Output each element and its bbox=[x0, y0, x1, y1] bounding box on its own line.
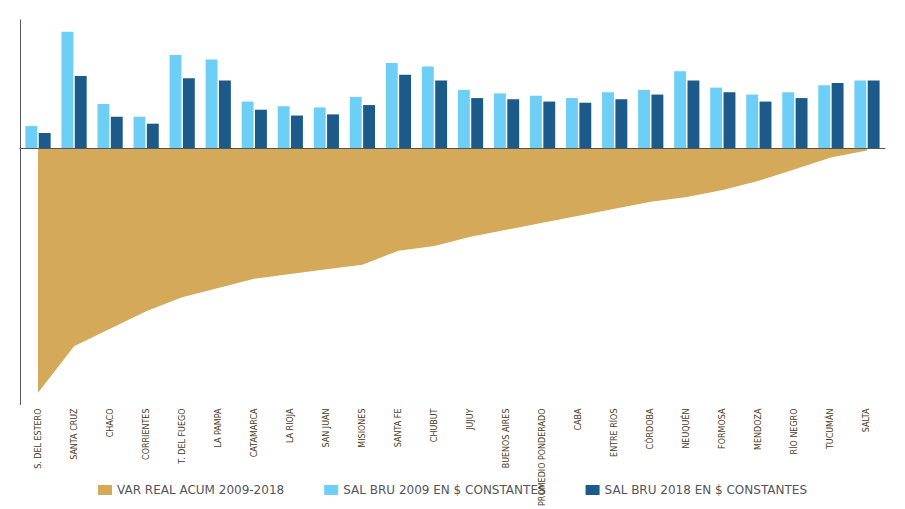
svg-text:ENTRE RÍOS: ENTRE RÍOS bbox=[608, 409, 619, 457]
svg-text:LA PAMPA: LA PAMPA bbox=[214, 408, 223, 448]
svg-text:RÍO NEGRO: RÍO NEGRO bbox=[788, 409, 799, 455]
svg-text:SAL BRU 2018 EN $ CONSTANTES: SAL BRU 2018 EN $ CONSTANTES bbox=[605, 483, 807, 497]
svg-text:CÓRDOBA: CÓRDOBA bbox=[644, 408, 655, 449]
svg-text:CHUBUT: CHUBUT bbox=[430, 408, 439, 442]
svg-text:BUENOS AIRES: BUENOS AIRES bbox=[502, 409, 511, 469]
svg-text:S. DEL ESTERO: S. DEL ESTERO bbox=[34, 409, 43, 469]
svg-text:SALTA: SALTA bbox=[862, 408, 871, 432]
svg-text:T. DEL FUEGO: T. DEL FUEGO bbox=[178, 409, 187, 465]
svg-text:SANTA CRUZ: SANTA CRUZ bbox=[70, 408, 79, 460]
svg-text:CHACO: CHACO bbox=[106, 409, 115, 438]
svg-text:TUCUMÁN: TUCUMÁN bbox=[824, 409, 835, 451]
svg-text:CORRIENTES: CORRIENTES bbox=[142, 409, 151, 460]
svg-text:MISIONES: MISIONES bbox=[358, 409, 367, 448]
svg-text:MENDOZA: MENDOZA bbox=[754, 408, 763, 450]
svg-text:VAR REAL ACUM 2009-2018: VAR REAL ACUM 2009-2018 bbox=[117, 483, 284, 497]
svg-text:CABA: CABA bbox=[574, 408, 583, 431]
svg-text:SAN JUAN: SAN JUAN bbox=[322, 409, 331, 448]
svg-text:SAL BRU 2009 EN $ CONSTANTES: SAL BRU 2009 EN $ CONSTANTES bbox=[343, 483, 545, 497]
svg-text:NEUQUÉN: NEUQUÉN bbox=[680, 409, 691, 449]
svg-text:SANTA FE: SANTA FE bbox=[394, 409, 403, 448]
svg-text:JUJUY: JUJUY bbox=[466, 408, 475, 430]
svg-text:FORMOSA: FORMOSA bbox=[718, 408, 727, 449]
svg-text:LA RIOJA: LA RIOJA bbox=[286, 408, 295, 443]
svg-text:CATAMARCA: CATAMARCA bbox=[250, 408, 259, 457]
svg-text:PROMEDIO PONDERADO: PROMEDIO PONDERADO bbox=[538, 409, 547, 506]
